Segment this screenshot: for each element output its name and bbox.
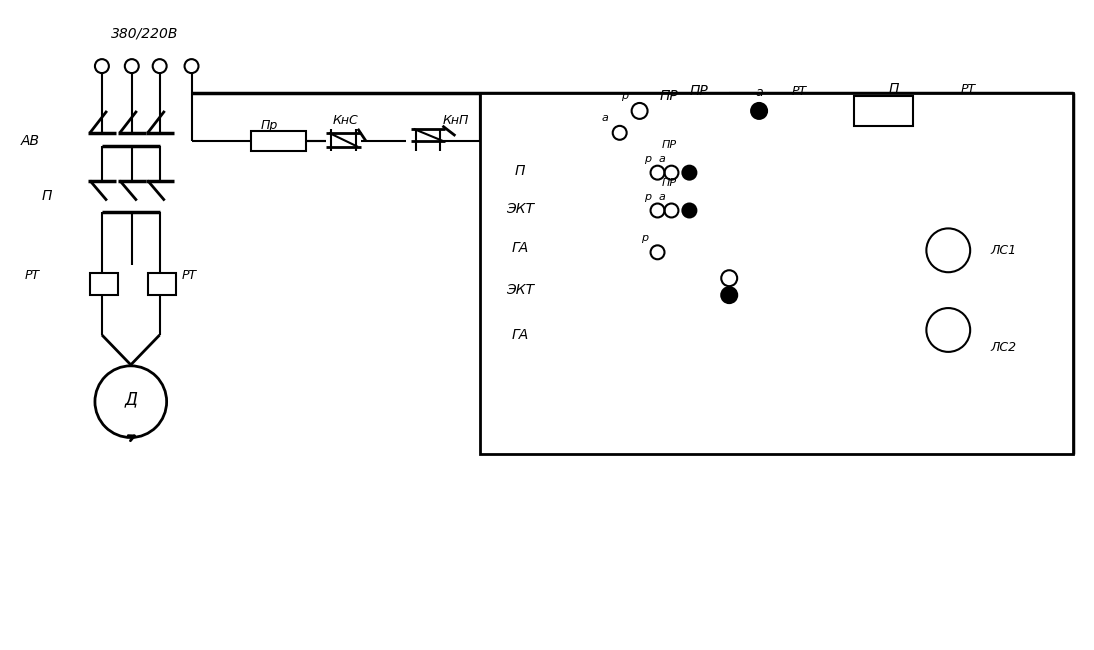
Text: ПР: ПР [690, 84, 709, 98]
Text: РТ: РТ [182, 268, 197, 281]
Text: РТ: РТ [25, 268, 39, 281]
Text: ЛС2: ЛС2 [990, 341, 1016, 354]
Text: П: П [515, 164, 525, 177]
Bar [252, 131, 306, 151]
Text: а: а [659, 153, 665, 164]
Text: AB: AB [21, 134, 39, 148]
Text: 380/220B: 380/220B [110, 26, 178, 40]
Text: РТ: РТ [791, 84, 806, 98]
Circle shape [721, 287, 737, 303]
Text: Пр: Пр [260, 120, 278, 133]
Text: П: П [42, 188, 53, 203]
Text: р: р [621, 91, 628, 101]
Text: а: а [755, 86, 763, 99]
Text: ГА: ГА [512, 328, 528, 342]
Text: а: а [602, 113, 608, 123]
Text: ЛС1: ЛС1 [990, 244, 1016, 257]
Text: р: р [644, 192, 651, 202]
Text: ПР: ПР [662, 177, 677, 188]
Text: ПР: ПР [662, 140, 677, 150]
Circle shape [683, 166, 697, 179]
Text: КнП: КнП [442, 114, 468, 127]
Text: р: р [641, 233, 648, 243]
Text: РТ: РТ [961, 83, 976, 96]
Text: ЭКТ: ЭКТ [507, 283, 534, 297]
Circle shape [683, 203, 697, 218]
Bar [853, 96, 913, 126]
Text: КнС: КнС [333, 114, 359, 127]
Text: р: р [644, 153, 651, 164]
Text: а: а [659, 192, 665, 202]
Bar [480, 93, 1073, 454]
Text: ПР: ПР [660, 89, 679, 103]
Bar [90, 273, 118, 295]
Bar [148, 273, 176, 295]
Text: Д: Д [125, 391, 137, 409]
Text: ЭКТ: ЭКТ [507, 202, 534, 216]
Text: П: П [888, 82, 898, 96]
Text: ГА: ГА [512, 241, 528, 255]
Circle shape [752, 103, 767, 119]
